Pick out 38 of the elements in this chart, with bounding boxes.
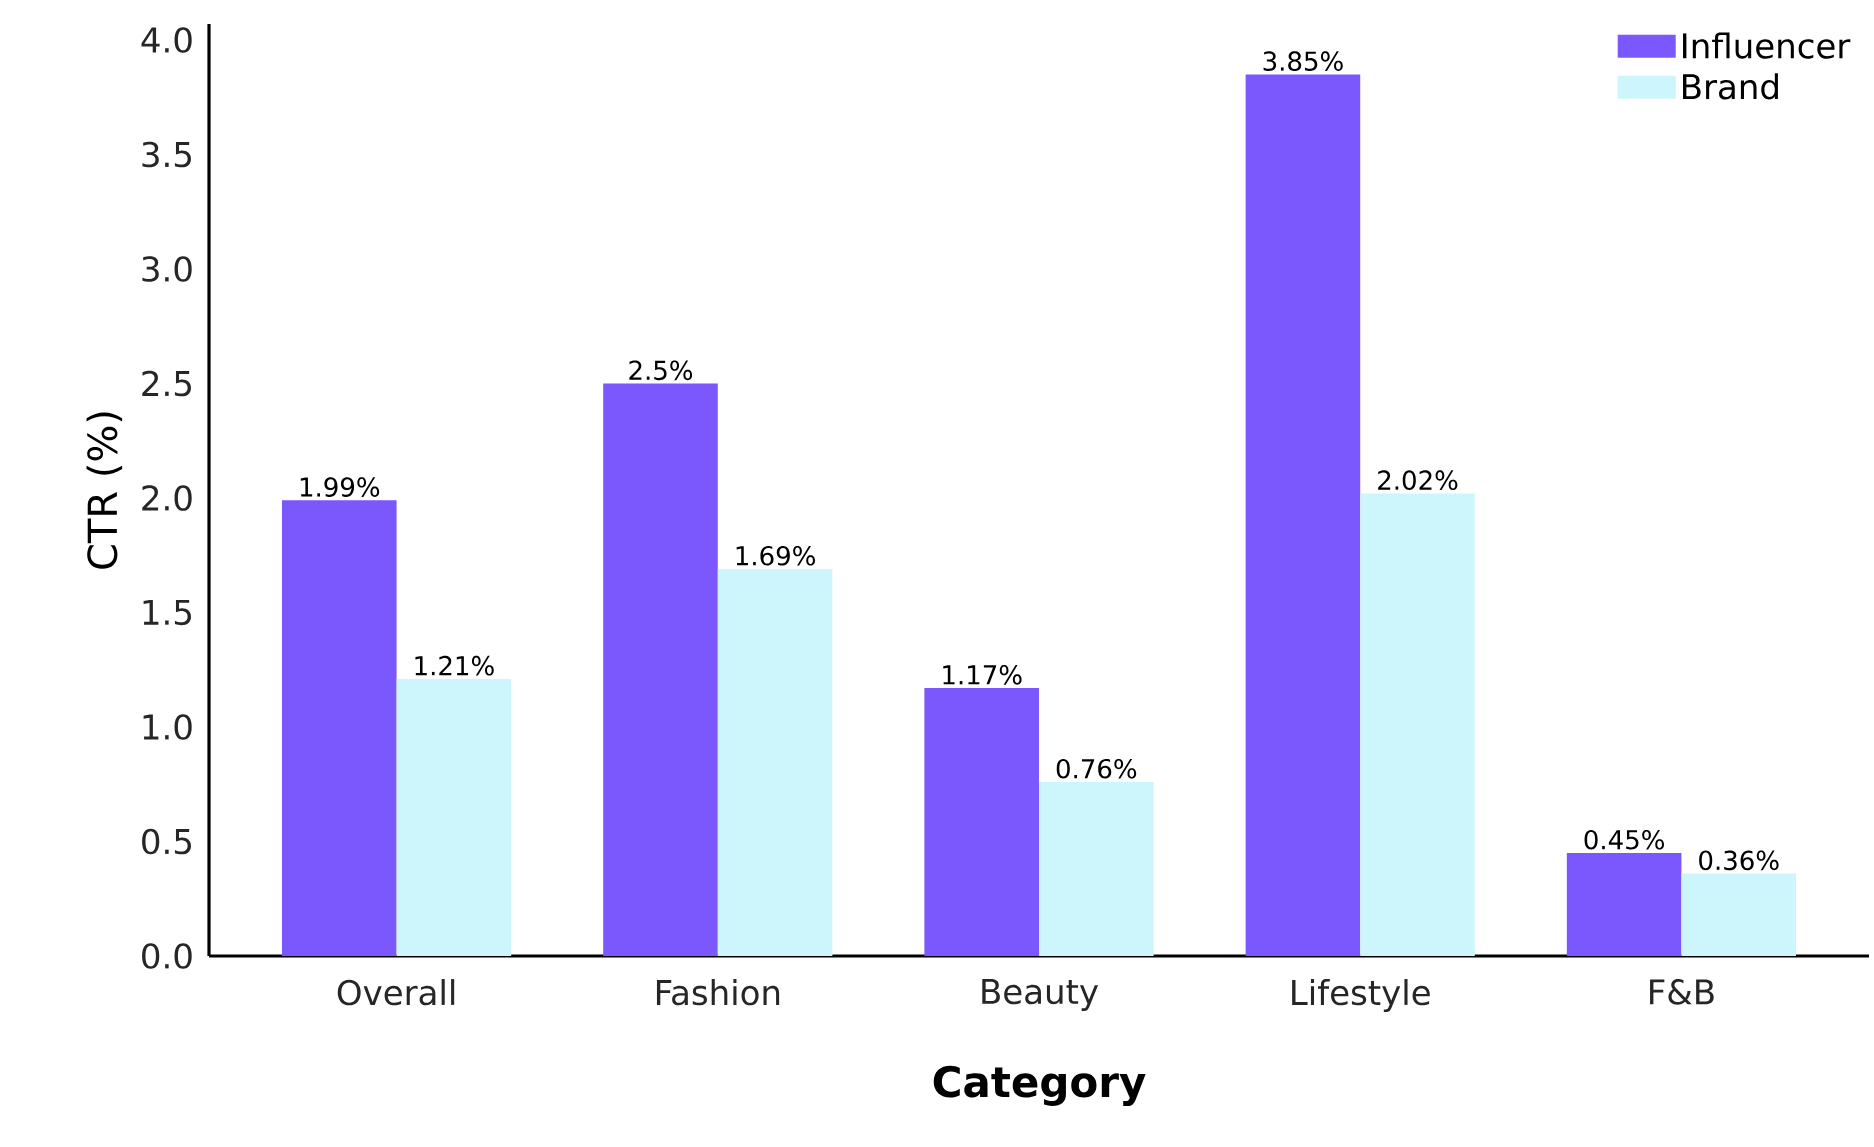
bar bbox=[396, 678, 512, 956]
legend-label: Brand bbox=[1683, 73, 1778, 100]
x-axis-title: Category bbox=[933, 1065, 1146, 1106]
data-label: 0.76% bbox=[1056, 758, 1137, 779]
data-label: 1.69% bbox=[736, 545, 815, 566]
x-tick-label: Fashion bbox=[656, 979, 780, 1006]
data-label: 3.85% bbox=[1263, 51, 1343, 71]
bar bbox=[281, 500, 397, 956]
y-tick-label: 1.5 bbox=[143, 599, 191, 626]
bar bbox=[603, 383, 718, 956]
bar bbox=[1245, 74, 1361, 956]
x-tick-label: Lifestyle bbox=[1292, 979, 1430, 1012]
x-tick-label: F&B bbox=[1650, 979, 1714, 1005]
x-tick-label: Overall bbox=[337, 979, 455, 1006]
bar bbox=[1039, 781, 1154, 956]
legend-label: Influencer bbox=[1683, 32, 1851, 59]
y-tick-label: 3.5 bbox=[142, 141, 191, 168]
bar bbox=[924, 688, 1040, 956]
y-tick-label: 1.0 bbox=[143, 714, 192, 740]
y-axis-title: CTR (%) bbox=[86, 412, 123, 569]
data-label: 1.99% bbox=[300, 477, 380, 497]
data-label: 1.17% bbox=[943, 665, 1022, 685]
y-tick-label: 0.5 bbox=[142, 828, 191, 855]
y-tick-label: 2.0 bbox=[142, 485, 192, 511]
y-tick-label: 4.0 bbox=[141, 27, 192, 53]
data-label: 2.02% bbox=[1378, 470, 1458, 491]
bar bbox=[717, 569, 833, 956]
y-tick-label: 3.0 bbox=[142, 256, 192, 282]
bar bbox=[1681, 873, 1797, 956]
bar bbox=[1566, 852, 1682, 956]
x-tick-label: Beauty bbox=[982, 979, 1099, 1011]
data-label: 1.21% bbox=[415, 655, 494, 676]
y-tick-label: 0.0 bbox=[142, 943, 192, 969]
data-label: 0.36% bbox=[1699, 850, 1779, 871]
y-tick-label: 2.5 bbox=[142, 370, 191, 397]
data-label: 2.5% bbox=[629, 360, 693, 381]
data-label: 0.45% bbox=[1584, 829, 1664, 850]
bar bbox=[1360, 493, 1475, 956]
